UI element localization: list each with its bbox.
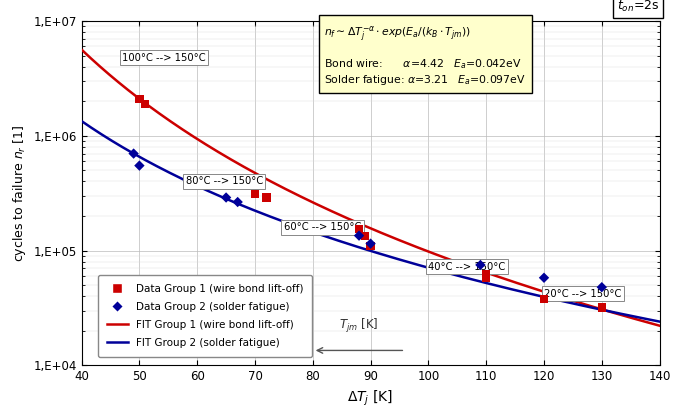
Point — [481, 274, 492, 281]
Point — [250, 191, 260, 197]
Point — [539, 296, 549, 302]
Text: $t_{on}$=2s: $t_{on}$=2s — [617, 0, 660, 14]
Point — [475, 262, 486, 268]
Point — [596, 284, 607, 291]
Text: 60°C --> 150°C: 60°C --> 150°C — [284, 222, 361, 232]
Point — [365, 240, 376, 247]
Text: 20°C --> 150°C: 20°C --> 150°C — [544, 289, 622, 299]
Text: 100°C --> 150°C: 100°C --> 150°C — [122, 52, 205, 63]
Point — [354, 232, 364, 239]
Text: $T_{jm}$ [K]: $T_{jm}$ [K] — [339, 318, 379, 336]
Point — [134, 162, 145, 169]
Point — [539, 274, 549, 281]
Text: 40°C --> 150°C: 40°C --> 150°C — [428, 262, 506, 272]
Legend: Data Group 1 (wire bond lift-off), Data Group 2 (solder fatigue), FIT Group 1 (w: Data Group 1 (wire bond lift-off), Data … — [99, 275, 311, 357]
Y-axis label: cycles to failure $n_r$ [1]: cycles to failure $n_r$ [1] — [11, 124, 28, 262]
Point — [354, 226, 364, 232]
Point — [360, 232, 371, 239]
X-axis label: $\Delta T_j$ [K]: $\Delta T_j$ [K] — [347, 389, 394, 408]
Point — [128, 150, 139, 157]
Point — [481, 271, 492, 278]
Point — [232, 199, 243, 205]
Text: $n_f \sim \Delta T_j^{-\alpha} \cdot exp(E_a/(k_B \cdot T_{jm}))$

Bond wire:   : $n_f \sim \Delta T_j^{-\alpha} \cdot exp… — [324, 24, 526, 87]
Text: 80°C --> 150°C: 80°C --> 150°C — [186, 176, 263, 186]
Point — [261, 194, 272, 201]
Point — [134, 95, 145, 102]
Point — [596, 304, 607, 311]
Point — [140, 100, 151, 107]
Point — [365, 242, 376, 249]
Point — [220, 194, 231, 201]
